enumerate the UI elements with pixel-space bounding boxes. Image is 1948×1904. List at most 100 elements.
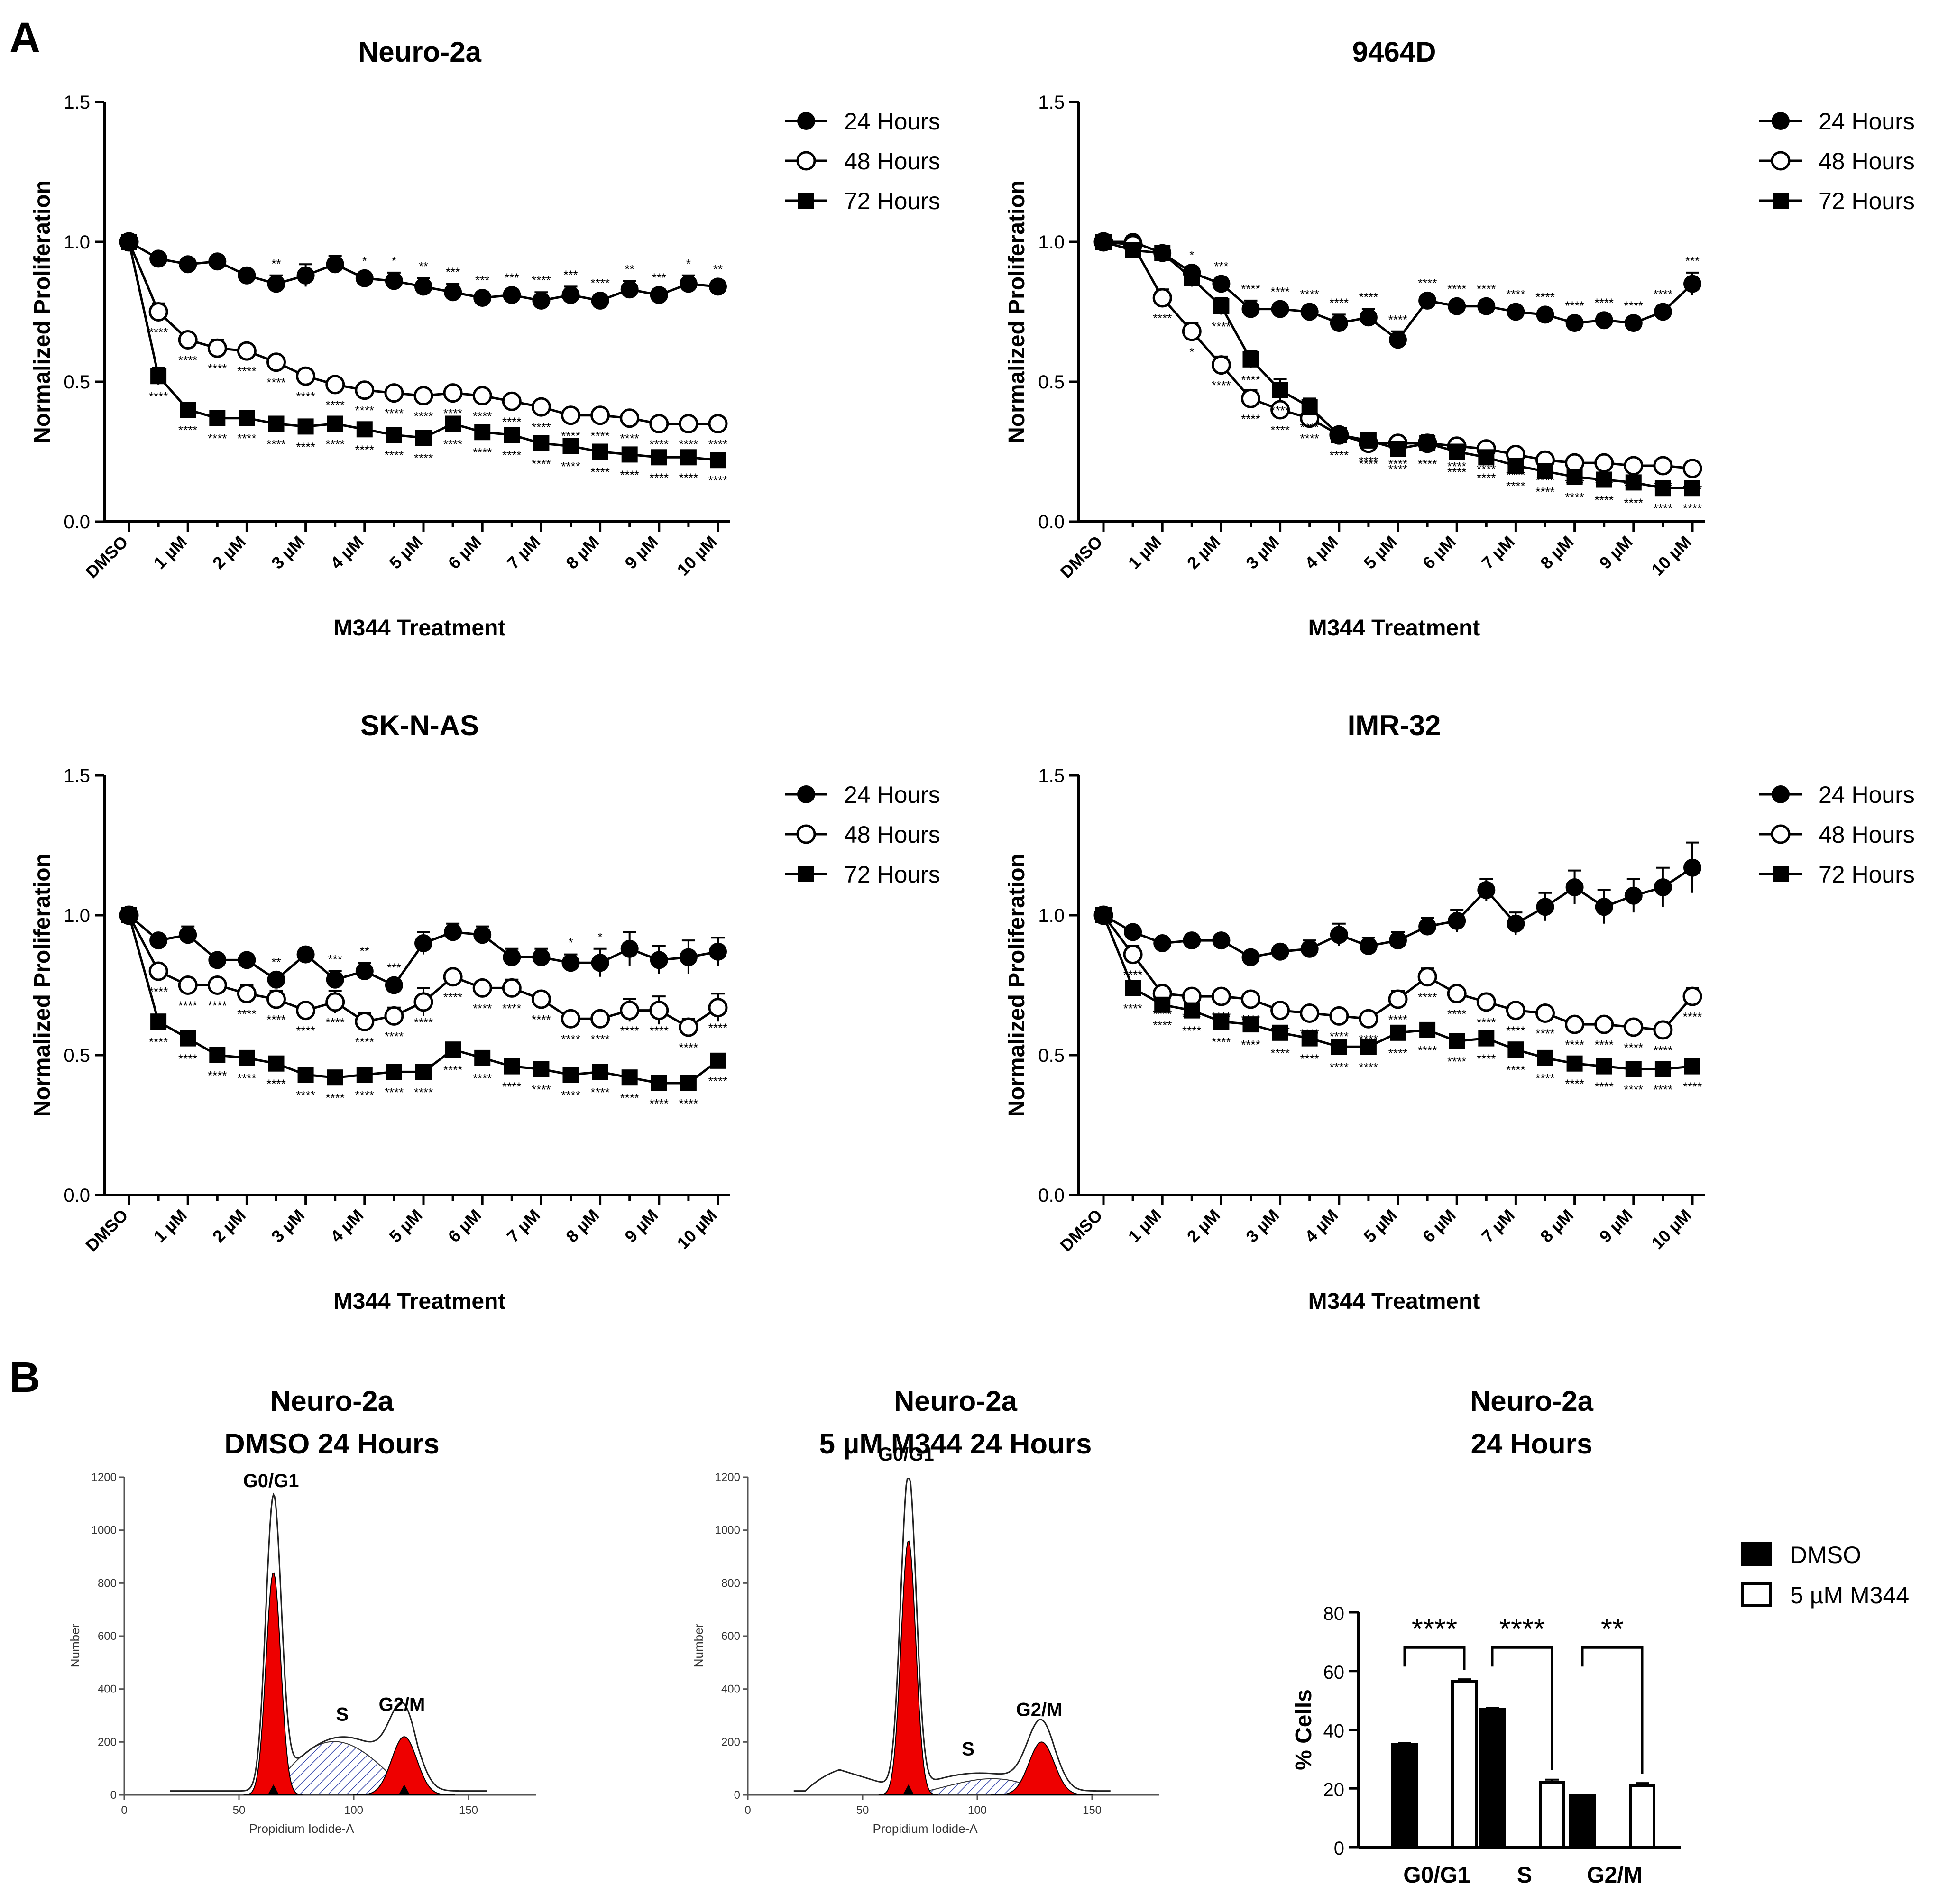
x-tick-label: 9 µM	[1595, 532, 1636, 573]
data-point	[708, 414, 728, 433]
chart-title: Neuro-2a	[358, 36, 482, 68]
data-point	[710, 452, 726, 469]
significance-label: ****	[620, 432, 639, 446]
data-point	[1419, 435, 1436, 451]
data-point	[1389, 931, 1407, 950]
data-point	[325, 375, 345, 395]
x-tick-label: 6 µM	[444, 1205, 485, 1246]
data-point	[150, 1013, 167, 1030]
data-point	[709, 277, 727, 296]
data-point	[1536, 305, 1554, 324]
data-point	[1182, 322, 1202, 341]
data-point	[179, 926, 197, 944]
data-point	[1390, 441, 1406, 457]
significance-label: ****	[532, 273, 551, 287]
significance-label: ****	[414, 1085, 433, 1099]
data-point	[1242, 351, 1259, 368]
data-point	[1331, 427, 1347, 443]
significance-label: ****	[1330, 1060, 1349, 1074]
significance-label: ****	[1654, 287, 1672, 302]
significance-label: ****	[1447, 1055, 1466, 1069]
data-point	[472, 978, 492, 998]
data-point	[1271, 300, 1289, 318]
significance-label: ****	[208, 1068, 227, 1083]
x-tick-label: 1 µM	[150, 532, 191, 573]
x-tick-label: 9 µM	[621, 532, 662, 573]
significance-label: ****	[1506, 287, 1525, 302]
bar-category-label: S	[1517, 1863, 1532, 1888]
data-point	[1301, 399, 1318, 415]
significance-label: *	[686, 257, 691, 271]
significance-label: **	[360, 944, 369, 958]
data-point	[445, 1041, 461, 1058]
data-point	[297, 1067, 314, 1083]
x-tick-label: 1 µM	[1124, 1205, 1165, 1246]
data-point	[414, 934, 432, 952]
flow-label-s: S	[336, 1704, 349, 1725]
significance-label: ****	[1594, 295, 1613, 310]
flow-label-g1: G0/G1	[243, 1471, 299, 1491]
data-point	[1537, 463, 1553, 479]
data-point	[1095, 234, 1112, 250]
significance-label: ****	[266, 376, 285, 390]
significance-label: ****	[1418, 990, 1437, 1004]
data-point	[415, 1064, 432, 1080]
x-tick-label: 2 µM	[1183, 532, 1224, 573]
x-tick-label: 3 µM	[1242, 1205, 1283, 1246]
significance-label: ****	[502, 1001, 521, 1015]
data-point	[1184, 270, 1200, 286]
significance-label: ****	[355, 1088, 374, 1102]
x-tick-label: 10 µM	[1647, 532, 1695, 579]
data-point	[1241, 300, 1260, 318]
flow-peak-marker	[398, 1784, 410, 1795]
significance-label: ****	[1418, 457, 1437, 471]
significance-label: ****	[1300, 420, 1319, 434]
flow-title-line1: Neuro-2a	[894, 1385, 1018, 1417]
data-point	[1477, 881, 1496, 899]
data-point	[386, 427, 402, 443]
significance-label: ****	[208, 999, 227, 1013]
significance-label: ****	[296, 389, 315, 404]
data-point	[1565, 878, 1584, 896]
significance-label: ****	[1270, 404, 1289, 418]
significance-label: ****	[296, 1024, 315, 1038]
bar-y-tick-label: 20	[1323, 1779, 1345, 1800]
data-point	[445, 415, 461, 432]
y-tick-label: 1.5	[1038, 92, 1065, 113]
significance-label: ****	[414, 451, 433, 465]
line-chart-neuro2a: Neuro-2a 0.0 0.5 1.0 1.5 DMSO 1 µM 2 µM 3 µM 4 µM…	[30, 36, 940, 641]
data-point	[1154, 245, 1171, 261]
significance-label: ****	[1624, 1040, 1643, 1055]
significance-label: ****	[1535, 290, 1554, 304]
y-tick-label: 0.5	[64, 372, 90, 393]
data-point	[562, 1067, 579, 1083]
data-point	[561, 954, 580, 972]
legend-label: 72 Hours	[844, 188, 940, 214]
bar-significance: **	[1601, 1613, 1624, 1646]
flow-y-tick-label: 1200	[92, 1471, 117, 1484]
x-axis-title: M344 Treatment	[1308, 616, 1480, 641]
significance-label: **	[419, 259, 428, 274]
data-point	[356, 421, 373, 438]
flow-title-line2: 5 µM M344 24 Hours	[819, 1428, 1092, 1460]
flow-label-g2: G2/M	[379, 1694, 425, 1715]
x-tick-label: DMSO	[82, 1205, 131, 1255]
legend-label: 48 Hours	[844, 148, 940, 175]
significance-label: ****	[1388, 1046, 1407, 1060]
significance-label: ****	[708, 437, 727, 451]
data-point	[355, 269, 374, 287]
flow-title-line1: Neuro-2a	[270, 1385, 394, 1417]
data-point	[266, 352, 286, 372]
data-point	[1507, 1041, 1524, 1058]
significance-label: **	[271, 955, 281, 969]
flow-y-tick-label: 0	[734, 1789, 740, 1802]
data-point	[1417, 967, 1437, 987]
flow-total-outline	[170, 1492, 487, 1792]
significance-label: ****	[590, 276, 609, 290]
bar-category-label: G2/M	[1587, 1863, 1642, 1888]
significance-label: ****	[650, 1024, 669, 1038]
data-point	[121, 907, 137, 923]
data-point	[209, 410, 226, 426]
significance-label: ****	[355, 1035, 374, 1049]
